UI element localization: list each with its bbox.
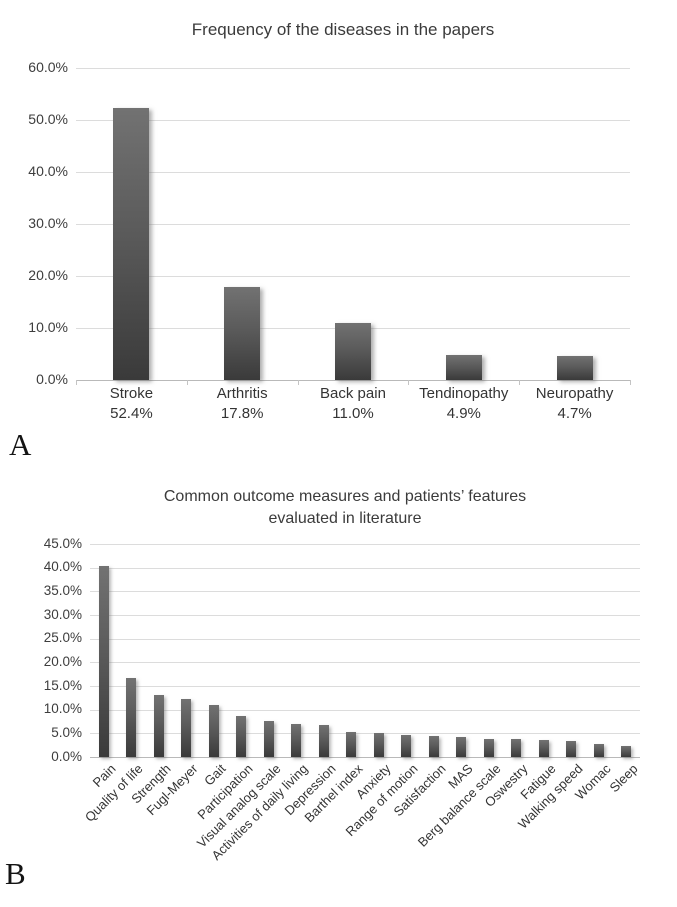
bar	[98, 566, 109, 757]
bar	[445, 354, 482, 380]
category-name: Arthritis	[216, 385, 268, 402]
bar	[236, 715, 247, 757]
bar	[126, 678, 137, 757]
category-name: Stroke	[109, 385, 154, 402]
category-value-label: 17.8%	[220, 404, 264, 422]
y-axis-tick-label: 20.0%	[43, 653, 82, 669]
chart-b-title-line-1: Common outcome measures and patients’ fe…	[163, 488, 527, 505]
category-name: Tendinopathy	[419, 385, 509, 402]
bar	[181, 699, 192, 757]
bar	[428, 735, 439, 757]
y-axis-tick-label: 50.0%	[28, 111, 68, 128]
bar	[153, 695, 164, 757]
bar	[401, 735, 412, 757]
bar	[511, 739, 522, 757]
bar	[346, 732, 357, 757]
x-axis-tick	[630, 380, 631, 385]
gridline	[90, 615, 640, 616]
gridline	[76, 224, 630, 225]
gridline	[76, 172, 630, 173]
gridline	[76, 68, 630, 69]
bar	[208, 705, 219, 757]
gridline	[90, 686, 640, 687]
chart-b-title: Common outcome measures and patients’ fe…	[40, 486, 650, 530]
gridline	[90, 591, 640, 593]
x-axis-category-label: Stroke 52.4%	[76, 384, 187, 423]
gridline	[90, 662, 640, 664]
gridline	[76, 120, 630, 121]
bar	[335, 322, 371, 380]
x-axis-tick	[519, 380, 521, 385]
gridline	[90, 757, 640, 758]
category-value-label: 4.7%	[557, 404, 592, 422]
x-axis-category-label: Back pain 11.0%	[298, 384, 409, 423]
x-axis-tick	[76, 380, 77, 385]
category-name: Back pain	[320, 385, 386, 402]
y-axis-tick-label: 40.0%	[43, 559, 82, 575]
panel-a-letter: A	[9, 427, 32, 462]
category-value-label: 4.9%	[446, 404, 481, 422]
y-axis-tick-label: 5.0%	[51, 724, 82, 740]
x-axis-category-label: Neuropathy 4.7%	[519, 384, 630, 423]
y-axis-tick-label: 10.0%	[43, 701, 82, 717]
y-axis-tick-label: 10.0%	[28, 319, 68, 336]
bar	[113, 107, 150, 380]
bar	[593, 743, 604, 757]
bar	[318, 724, 329, 757]
y-axis-tick-label: 0.0%	[36, 371, 68, 388]
y-axis-tick-label: 0.0%	[51, 748, 82, 764]
y-axis-tick-label: 30.0%	[43, 606, 82, 622]
bar	[224, 287, 261, 380]
y-axis-tick-label: 30.0%	[28, 215, 68, 232]
y-axis-tick-label: 45.0%	[43, 535, 82, 551]
y-axis-tick-label: 15.0%	[43, 677, 82, 693]
gridline	[90, 709, 640, 711]
y-axis-tick-label: 35.0%	[43, 582, 82, 598]
chart-b-title-line-2: evaluated in literature	[268, 510, 422, 527]
bar	[566, 740, 577, 757]
gridline	[90, 544, 640, 545]
x-axis-category-label: Arthritis 17.8%	[187, 384, 298, 423]
bar	[263, 721, 274, 757]
gridline	[90, 567, 640, 569]
bar	[556, 355, 593, 380]
y-axis-tick-label: 20.0%	[28, 267, 68, 284]
bar	[373, 733, 384, 757]
category-name: Neuropathy	[535, 385, 614, 402]
x-axis-tick	[297, 380, 299, 385]
bar	[456, 737, 467, 757]
category-value-label: 11.0%	[332, 404, 374, 422]
y-axis-tick-label: 25.0%	[43, 630, 82, 646]
category-value-label: 52.4%	[110, 404, 153, 422]
y-axis-tick-label: 60.0%	[28, 59, 68, 76]
y-axis-tick-label: 40.0%	[28, 163, 68, 180]
gridline	[76, 380, 630, 381]
bar	[538, 740, 549, 757]
x-axis-category-label: Tendinopathy 4.9%	[408, 384, 519, 423]
bar	[291, 723, 302, 757]
gridline	[90, 638, 640, 640]
chart-a-title: Frequency of the diseases in the papers	[191, 20, 495, 39]
gridline	[90, 733, 640, 735]
gridline	[76, 276, 630, 277]
x-axis-tick	[408, 380, 410, 385]
x-axis-tick	[186, 380, 188, 385]
panel-b-letter: B	[5, 856, 26, 891]
bar	[621, 745, 632, 757]
bar	[483, 738, 494, 757]
